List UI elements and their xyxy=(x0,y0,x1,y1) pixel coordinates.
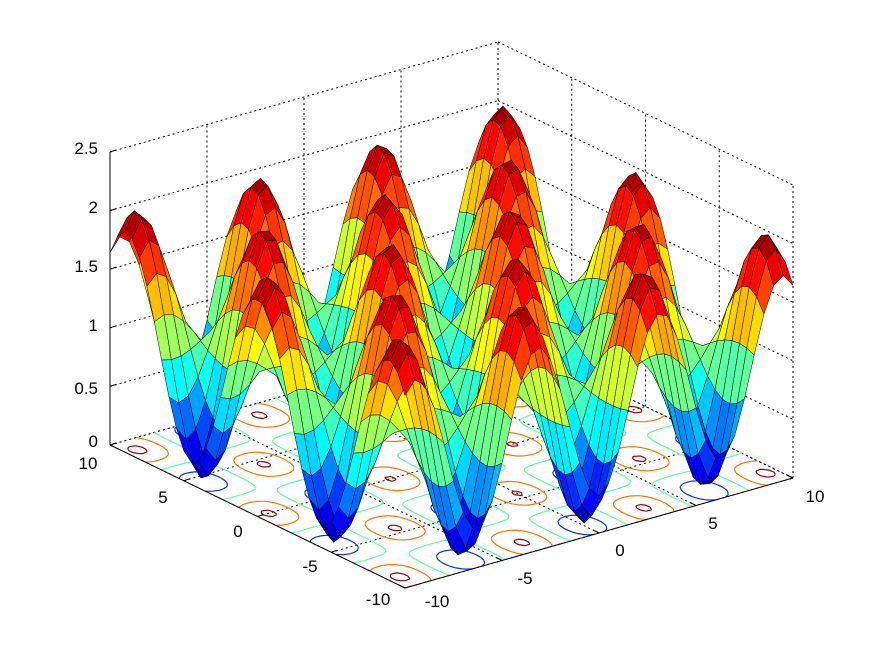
y-tick-mark xyxy=(257,514,264,517)
y-tick-mark xyxy=(404,585,412,589)
y-tick-label: 10 xyxy=(79,454,98,473)
x-tick-label: -5 xyxy=(517,569,532,588)
wall-gridline xyxy=(109,100,499,212)
x-tick-label: 5 xyxy=(708,514,717,533)
z-tick-label: 2 xyxy=(89,198,98,217)
x-tick-mark xyxy=(495,557,503,561)
x-tick-mark xyxy=(689,502,697,506)
z-tick-label: 2.5 xyxy=(74,139,98,158)
z-tick-mark xyxy=(109,325,117,329)
z-tick-label: 1.5 xyxy=(74,257,98,276)
x-tick-label: 10 xyxy=(806,487,825,506)
contour-level xyxy=(127,341,776,582)
wall-gridline xyxy=(109,158,499,270)
z-tick-label: 1 xyxy=(89,316,98,335)
x-tick-label: -10 xyxy=(425,592,450,611)
x-tick-mark xyxy=(398,584,406,589)
z-tick-mark xyxy=(109,383,117,387)
wall-gridline xyxy=(109,41,499,153)
z-tick-label: 0.5 xyxy=(74,379,98,398)
y-tick-mark xyxy=(331,549,338,553)
floor-gridline xyxy=(331,441,720,553)
y-tick-label: -5 xyxy=(302,557,317,576)
x-tick-mark xyxy=(786,474,794,479)
y-tick-label: -10 xyxy=(366,590,391,609)
axis-lines xyxy=(109,149,794,589)
z-tick-mark xyxy=(109,208,117,212)
y-tick-label: 5 xyxy=(158,488,167,507)
y-tick-mark xyxy=(109,442,117,446)
y-tick-label: 0 xyxy=(233,522,242,541)
z-tick-mark xyxy=(109,266,117,270)
x-tick-mark xyxy=(592,529,600,534)
surface-face xyxy=(397,352,415,397)
y-tick-mark xyxy=(183,478,190,482)
wall-gridline xyxy=(109,217,499,329)
z-tick-label: 0 xyxy=(89,432,98,451)
tick-labels: 0 0.5 1 1.5 2 2.5 10 5 0 -5 -10 -10 -5 0… xyxy=(74,139,824,611)
z-tick-mark xyxy=(109,149,117,153)
surface-mesh xyxy=(109,105,794,556)
x-tick-label: 0 xyxy=(615,541,624,560)
